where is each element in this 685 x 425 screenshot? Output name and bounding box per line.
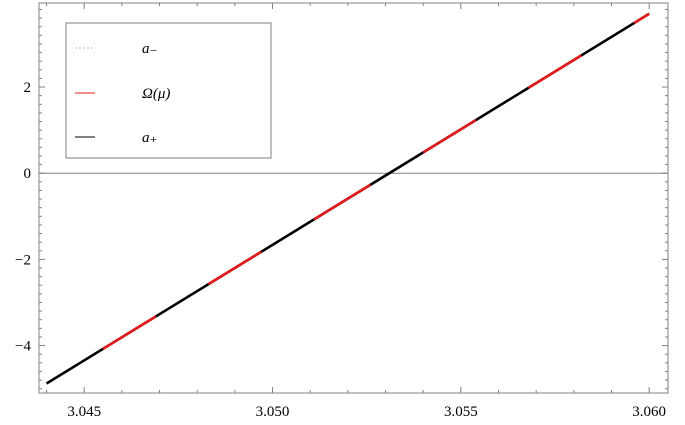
plot-frame <box>38 2 669 394</box>
x-tick-label: 3.050 <box>256 404 290 420</box>
series-omega-segment <box>527 54 583 89</box>
y-tick-label: −2 <box>15 252 31 268</box>
y-tick-label: 2 <box>24 80 32 96</box>
plot-area: 3.045 3.050 3.055 3.060 −4 −2 0 2 <box>15 2 669 420</box>
series-omega-segment <box>633 12 650 25</box>
series-omega-segment <box>207 250 262 286</box>
x-tick-label: 3.045 <box>67 404 101 420</box>
legend-box <box>65 22 272 159</box>
y-tick-label: −4 <box>15 339 31 355</box>
x-tick-label: 3.055 <box>444 404 478 420</box>
legend-label: Ω(μ) <box>142 86 170 102</box>
series-layer <box>45 12 650 385</box>
legend-label: a₊ <box>142 130 157 146</box>
series-omega-segment <box>102 315 157 350</box>
series-omega-segment <box>313 183 372 221</box>
series-omega-segment <box>422 118 477 154</box>
x-tick-label: 3.060 <box>632 404 666 420</box>
axis-ticks: 3.045 3.050 3.055 3.060 −4 −2 0 2 <box>15 3 668 420</box>
legend: a₋ Ω(μ) a₊ <box>65 22 272 159</box>
y-tick-label: 0 <box>24 166 32 182</box>
legend-label: a₋ <box>142 41 157 57</box>
